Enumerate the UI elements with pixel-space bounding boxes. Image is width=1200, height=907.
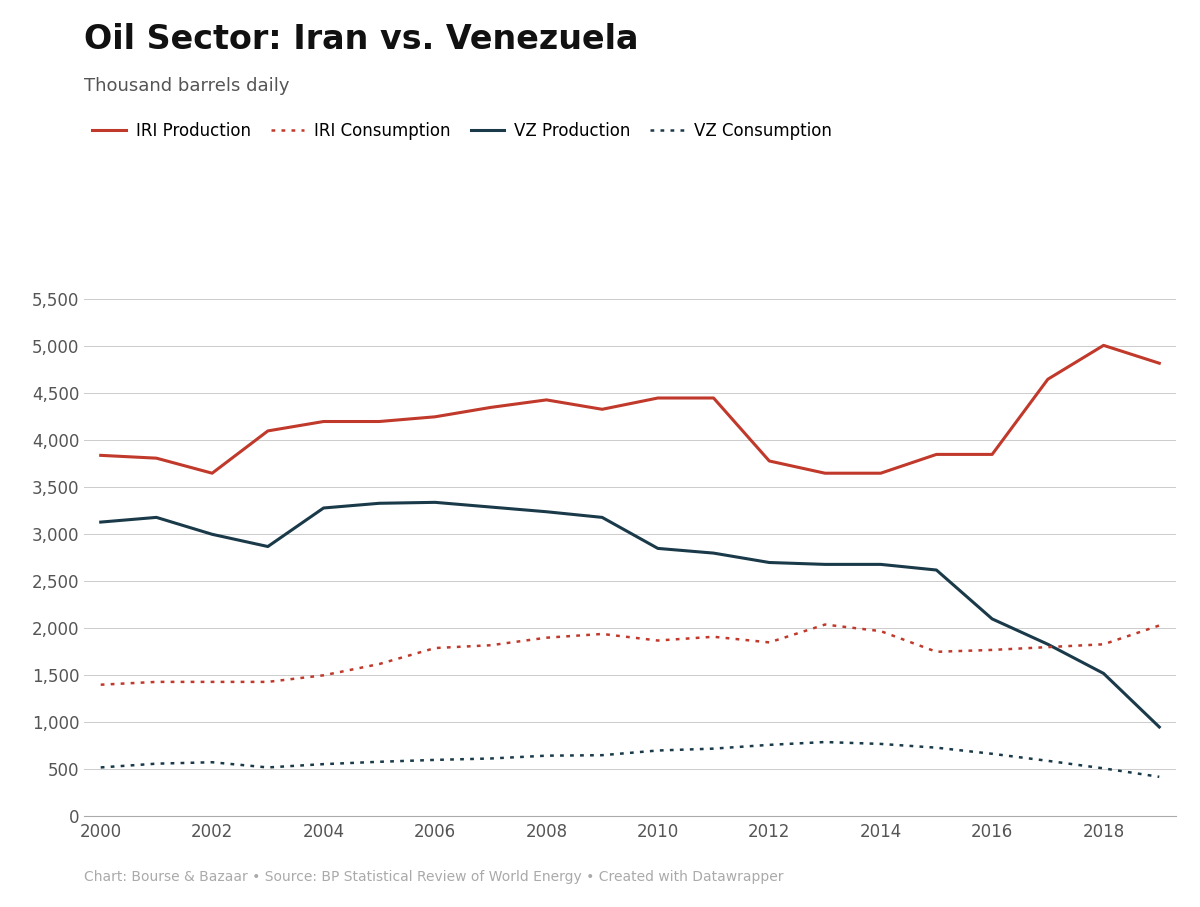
Legend: IRI Production, IRI Consumption, VZ Production, VZ Consumption: IRI Production, IRI Consumption, VZ Prod…	[92, 122, 832, 140]
Text: Chart: Bourse & Bazaar • Source: BP Statistical Review of World Energy • Created: Chart: Bourse & Bazaar • Source: BP Stat…	[84, 871, 784, 884]
Text: Thousand barrels daily: Thousand barrels daily	[84, 77, 289, 95]
Text: Oil Sector: Iran vs. Venezuela: Oil Sector: Iran vs. Venezuela	[84, 23, 638, 55]
